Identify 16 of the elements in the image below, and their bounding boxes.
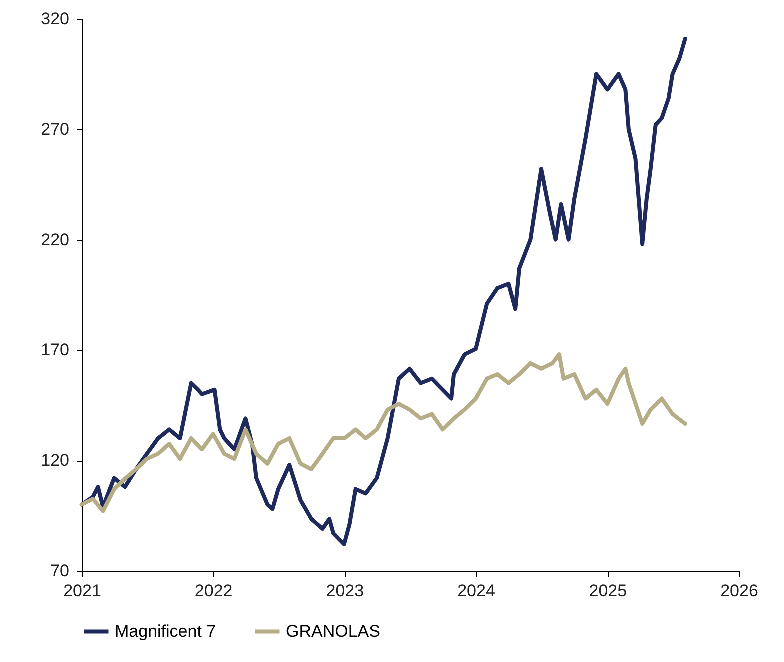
y-tick-label: 120 [41,451,70,470]
y-tick-label: 270 [41,120,70,139]
line-series [80,36,688,547]
x-tick-label: 2024 [458,582,496,600]
legend-label: Magnificent 7 [115,622,216,641]
y-tick-label: 70 [50,562,70,580]
y-tick-label: 170 [41,340,70,360]
x-tick-label: 2023 [326,582,364,600]
legend-label: GRANOLAS [286,622,380,641]
x-tick-label: 2026 [720,582,758,600]
x-tick-label: 2025 [589,582,628,600]
x-tick-label: 2022 [194,582,233,600]
y-tick-label: 220 [41,230,70,250]
line-series [80,352,688,514]
x-tick-label: 2021 [64,582,102,600]
y-tick-label: 320 [41,10,70,28]
